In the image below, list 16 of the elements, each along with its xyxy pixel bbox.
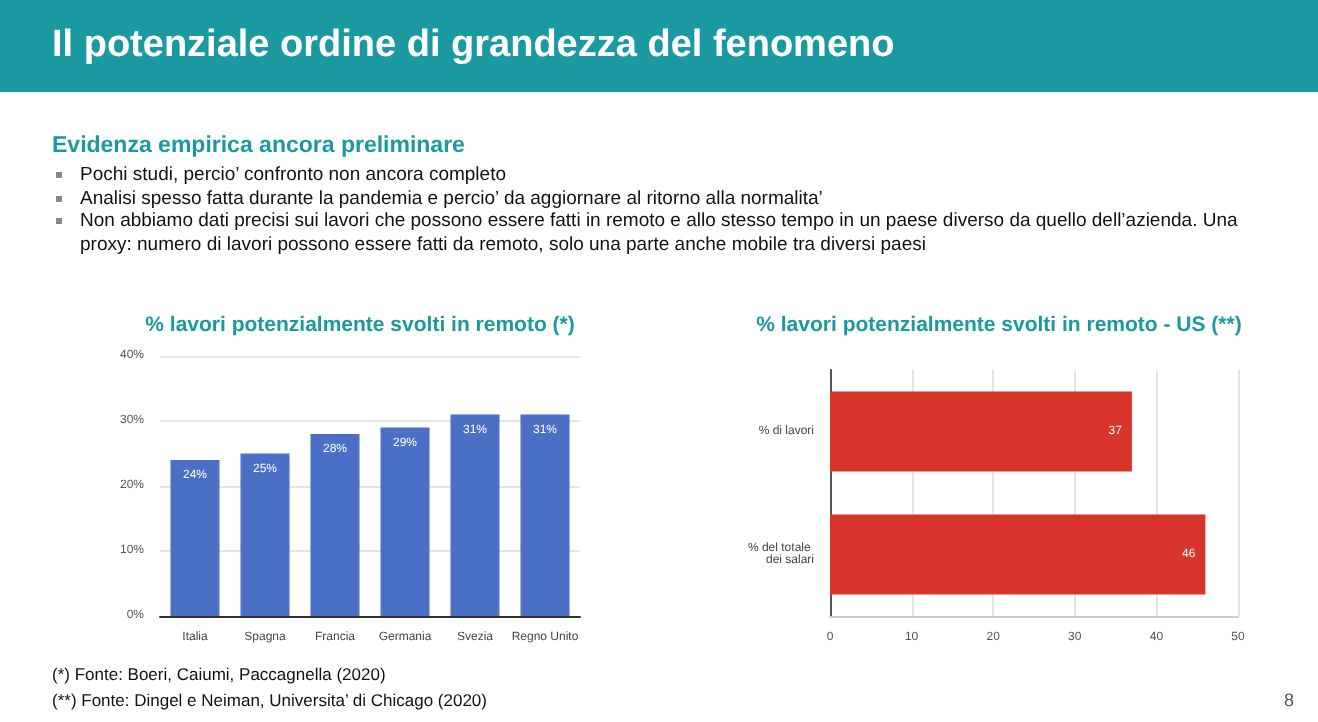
chart-title: % lavori potenzialmente svolti in remoto - US (**): [756, 313, 1242, 337]
chart-title: % lavori potenzialmente svolti in remoto (*): [145, 313, 575, 337]
text: Pochi studi, percio’ confronto non ancora completo: [78, 164, 508, 187]
bar: [240, 453, 290, 616]
bar: [310, 434, 360, 616]
bar: [170, 460, 220, 616]
text: (*) Fonte: Boeri, Caiumi, Paccagnella (2020): [52, 664, 386, 684]
text: Il potenziale ordine di grandezza del fenomeno: [0, 0, 1318, 92]
text: 8: [1283, 690, 1294, 710]
bar: [380, 427, 430, 616]
bar: [450, 414, 500, 616]
text: Analisi spesso fatta durante la pandemia e percio’ da aggiornare al ritorno alla normalita’: [78, 187, 825, 210]
text: Non abbiamo dati precisi sui lavori che possono essere fatti in remoto e allo stesso tempo in un paese diverso da quello dell’azienda. Una proxy: numero di lavori possono essere fatti da remoto, solo una parte anche mobile tra diversi paesi: [78, 210, 1240, 256]
text: Evidenza empirica ancora preliminare: [52, 134, 465, 158]
bar: [520, 414, 570, 616]
text: (**) Fonte: Dingel e Neiman, Universita’ di Chicago (2020): [52, 690, 487, 710]
